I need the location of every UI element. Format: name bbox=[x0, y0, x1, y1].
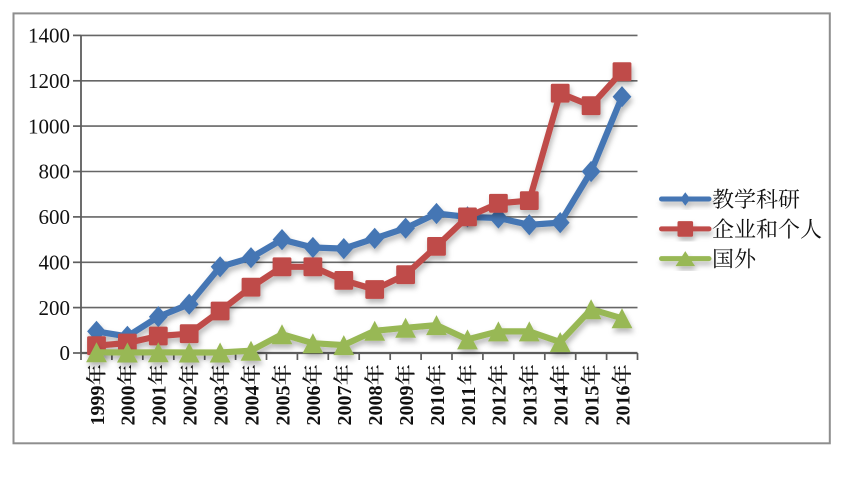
svg-text:2013: 2013 bbox=[520, 386, 542, 426]
svg-text:2004: 2004 bbox=[241, 386, 263, 426]
svg-text:1200: 1200 bbox=[28, 69, 70, 93]
svg-text:800: 800 bbox=[39, 160, 71, 184]
svg-text:2001: 2001 bbox=[149, 386, 171, 426]
svg-text:1400: 1400 bbox=[28, 24, 70, 48]
svg-text:0: 0 bbox=[60, 341, 71, 365]
svg-text:200: 200 bbox=[39, 296, 71, 320]
svg-text:2010: 2010 bbox=[427, 386, 449, 426]
svg-text:2016: 2016 bbox=[612, 386, 634, 426]
svg-text:1000: 1000 bbox=[28, 114, 70, 138]
svg-text:600: 600 bbox=[39, 205, 71, 229]
svg-text:2014: 2014 bbox=[551, 386, 573, 426]
svg-text:2000: 2000 bbox=[118, 386, 140, 426]
svg-text:2008: 2008 bbox=[365, 386, 387, 426]
svg-text:2006: 2006 bbox=[303, 386, 325, 426]
svg-text:400: 400 bbox=[39, 251, 71, 275]
svg-text:2007: 2007 bbox=[334, 386, 356, 426]
svg-text:2012: 2012 bbox=[489, 386, 511, 426]
svg-text:2003: 2003 bbox=[210, 386, 232, 426]
svg-text:2005: 2005 bbox=[272, 386, 294, 426]
svg-text:2011: 2011 bbox=[458, 387, 480, 426]
svg-text:2009: 2009 bbox=[396, 386, 418, 426]
svg-text:2002: 2002 bbox=[180, 386, 202, 426]
svg-text:2015: 2015 bbox=[581, 386, 603, 426]
svg-text:1999: 1999 bbox=[87, 386, 109, 426]
